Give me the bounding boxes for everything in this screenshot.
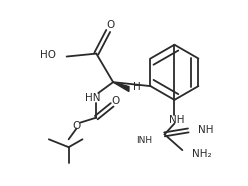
Text: H: H <box>133 82 141 92</box>
Text: NH₂: NH₂ <box>192 149 212 159</box>
Text: INH: INH <box>137 136 153 145</box>
Text: NH: NH <box>198 125 214 135</box>
Text: O: O <box>72 121 81 131</box>
Text: O: O <box>106 20 114 30</box>
Text: HO: HO <box>40 50 56 60</box>
Text: NH: NH <box>169 115 184 125</box>
Text: HN: HN <box>85 93 100 103</box>
Text: O: O <box>111 96 119 106</box>
Polygon shape <box>113 82 129 92</box>
